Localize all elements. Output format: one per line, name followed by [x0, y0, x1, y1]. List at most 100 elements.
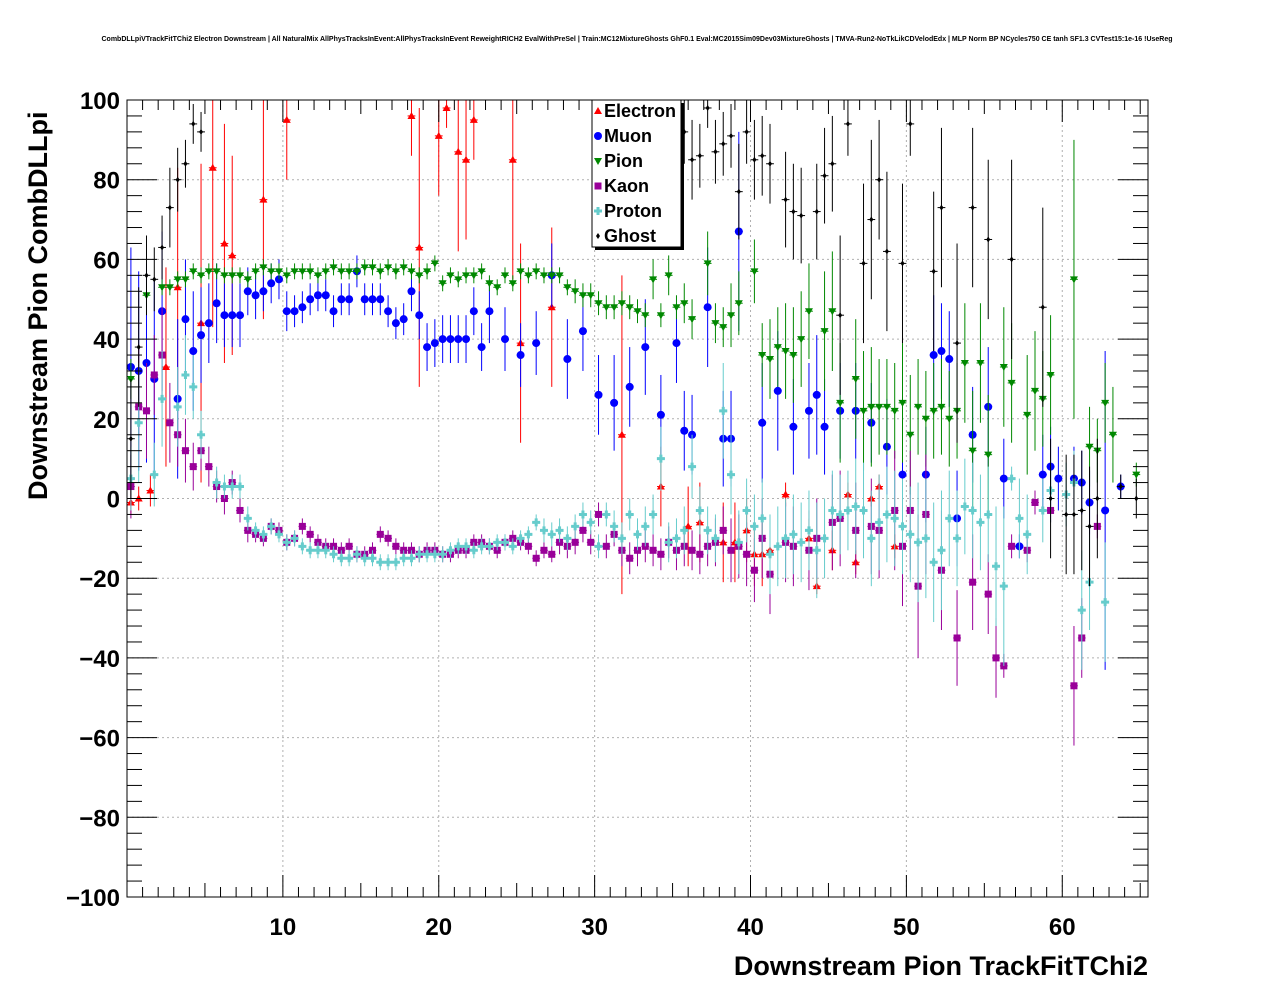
- data-point-muon: [282, 291, 291, 332]
- data-point-pion: [501, 267, 510, 284]
- data-point-ghost: [711, 119, 720, 184]
- marker-muon: [485, 307, 494, 316]
- marker-proton: [189, 382, 198, 391]
- data-point-proton: [415, 546, 424, 563]
- marker-ghost: [791, 208, 796, 215]
- data-point-kaon: [150, 335, 159, 415]
- data-point-electron: [415, 107, 424, 387]
- data-point-ghost: [883, 171, 891, 332]
- data-point-proton: [602, 502, 611, 527]
- data-point-pion: [828, 251, 837, 371]
- data-point-kaon: [656, 538, 665, 571]
- marker-electron: [469, 115, 478, 123]
- data-point-pion: [688, 299, 697, 340]
- data-point-proton: [914, 482, 923, 603]
- data-point-ghost: [906, 100, 915, 156]
- marker-pion: [212, 268, 221, 276]
- data-point-proton: [890, 470, 899, 567]
- marker-pion: [773, 344, 782, 352]
- marker-ghost: [838, 312, 843, 319]
- marker-pion: [664, 272, 673, 280]
- data-point-proton: [384, 554, 393, 571]
- marker-proton: [571, 522, 580, 531]
- marker-pion: [477, 268, 486, 276]
- marker-muon: [532, 339, 541, 348]
- marker-proton: [680, 526, 689, 535]
- marker-proton: [594, 542, 603, 551]
- data-point-muon: [376, 283, 385, 316]
- data-point-pion: [773, 307, 782, 387]
- data-point-muon: [236, 283, 245, 348]
- data-point-pion: [228, 267, 237, 284]
- data-point-ghost: [197, 111, 205, 152]
- marker-proton: [633, 530, 642, 539]
- data-point-pion: [547, 267, 556, 284]
- marker-pion: [960, 360, 969, 368]
- marker-pion: [765, 356, 774, 364]
- marker-pion: [688, 316, 697, 324]
- marker-pion: [625, 304, 634, 312]
- data-point-proton: [586, 510, 595, 535]
- marker-pion: [563, 284, 572, 292]
- marker-pion: [571, 288, 580, 296]
- data-point-ghost: [820, 127, 829, 224]
- data-point-proton: [765, 514, 774, 595]
- marker-proton: [789, 530, 798, 539]
- marker-proton: [228, 482, 237, 491]
- marker-kaon: [743, 550, 751, 558]
- marker-pion: [423, 268, 432, 276]
- marker-pion: [1101, 399, 1110, 407]
- y-tick-label: −80: [79, 805, 120, 832]
- marker-kaon: [696, 550, 704, 558]
- data-point-kaon: [204, 446, 213, 487]
- marker-electron: [617, 430, 626, 438]
- legend-label-ghost: Ghost: [604, 226, 656, 246]
- marker-proton: [306, 546, 315, 555]
- marker-proton: [625, 510, 634, 519]
- marker-ghost: [136, 344, 141, 351]
- data-point-proton: [789, 494, 798, 575]
- legend: Electron Muon Pion Kaon Proton Ghost: [591, 99, 684, 250]
- marker-kaon: [657, 550, 665, 558]
- data-point-proton: [337, 550, 346, 567]
- data-point-proton: [368, 550, 377, 567]
- data-point-muon: [251, 271, 260, 320]
- marker-ghost: [183, 160, 188, 167]
- data-point-electron: [161, 267, 170, 467]
- marker-ghost: [1087, 523, 1092, 530]
- data-point-proton: [999, 506, 1008, 666]
- marker-proton: [843, 506, 852, 515]
- marker-pion: [501, 272, 510, 280]
- marker-muon: [680, 426, 689, 435]
- data-point-proton: [867, 490, 876, 587]
- marker-proton: [937, 546, 946, 555]
- data-point-proton: [290, 530, 299, 547]
- marker-muon: [321, 291, 330, 300]
- data-point-muon: [820, 378, 829, 475]
- marker-ghost: [869, 216, 874, 223]
- data-point-proton: [1101, 542, 1110, 662]
- marker-pion: [672, 304, 681, 312]
- data-point-muon: [430, 319, 439, 367]
- marker-pion: [236, 272, 245, 280]
- marker-ghost: [713, 148, 718, 155]
- marker-ghost: [822, 172, 827, 179]
- marker-electron: [684, 522, 693, 530]
- data-point-ghost: [984, 159, 993, 320]
- marker-proton: [236, 482, 245, 491]
- marker-pion: [929, 407, 938, 415]
- marker-ghost: [1071, 511, 1076, 518]
- data-point-electron: [508, 100, 517, 280]
- marker-proton: [423, 550, 432, 559]
- data-point-ghost: [173, 147, 182, 212]
- x-tick-label: 30: [581, 914, 608, 941]
- data-point-proton: [493, 534, 502, 551]
- data-point-proton: [836, 474, 845, 555]
- series-pion: [126, 139, 1141, 515]
- data-point-kaon: [181, 418, 190, 483]
- data-point-ghost: [812, 163, 821, 260]
- legend-item-kaon: Kaon: [594, 176, 649, 196]
- data-point-pion: [999, 307, 1008, 427]
- data-point-ghost: [929, 191, 938, 352]
- data-point-kaon: [649, 534, 657, 567]
